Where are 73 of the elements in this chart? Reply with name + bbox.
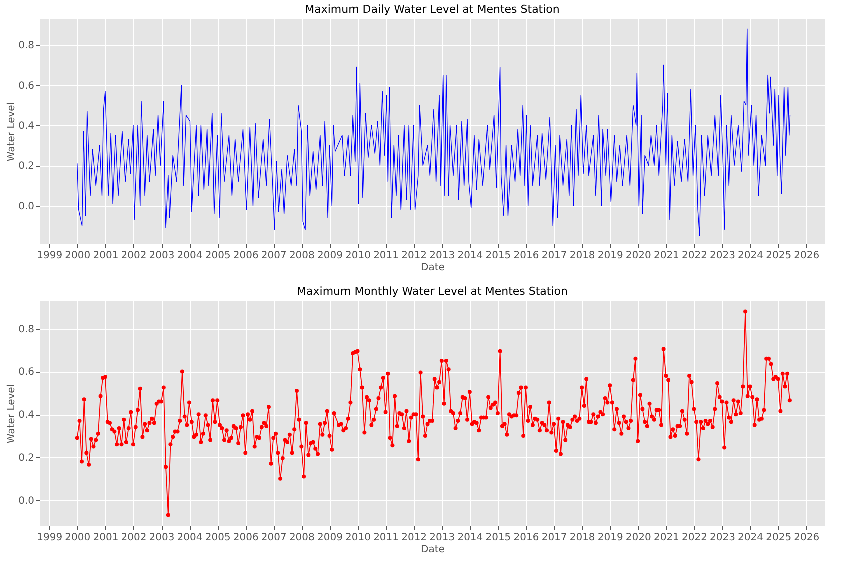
x-tick-label: 2023 (710, 250, 736, 262)
x-tick-label: 2024 (738, 532, 764, 544)
x-tick-label: 2016 (514, 532, 540, 544)
chart-title: Maximum Monthly Water Level at Mentes Station (297, 285, 568, 298)
x-tick-label: 2024 (738, 250, 764, 262)
x-tick-label: 2017 (542, 250, 568, 262)
y-tick-label: 0.8 (18, 40, 34, 52)
x-tick-label: 2000 (65, 532, 91, 544)
x-tick-label: 2022 (682, 532, 708, 544)
x-tick-label: 2021 (654, 250, 680, 262)
x-tick-label: 2018 (570, 532, 596, 544)
y-tick-label: 0.0 (18, 201, 34, 212)
x-tick-label: 2003 (149, 532, 175, 544)
x-tick-label: 2026 (794, 250, 820, 262)
x-tick-label: 2011 (374, 250, 400, 262)
line-series (77, 28, 791, 236)
x-tick-label: 1999 (37, 532, 63, 544)
x-tick-label: 2006 (233, 532, 259, 544)
x-tick-label: 2008 (289, 532, 315, 544)
x-tick-label: 2009 (318, 532, 343, 544)
x-tick-label: 2007 (261, 250, 287, 262)
y-tick-label: 0.4 (18, 120, 34, 132)
y-tick-label: 0.4 (18, 410, 34, 422)
x-tick-label: 2008 (289, 250, 315, 262)
x-tick-label: 2011 (374, 532, 400, 544)
y-tick-label: 0.8 (18, 324, 34, 336)
x-tick-label: 2026 (794, 532, 820, 544)
x-tick-label: 2009 (318, 250, 343, 262)
chart-title: Maximum Daily Water Level at Mentes Station (305, 3, 560, 16)
x-tick-label: 2025 (766, 250, 792, 262)
x-tick-label: 2022 (682, 250, 708, 262)
x-tick-label: 2014 (458, 250, 484, 262)
x-tick-label: 2016 (514, 250, 540, 262)
x-tick-label: 2000 (65, 250, 91, 262)
x-tick-label: 2019 (598, 250, 624, 262)
y-axis-title: Water Level (6, 384, 18, 444)
x-tick-label: 2002 (121, 250, 147, 262)
x-axis-title: Date (421, 544, 445, 556)
x-tick-label: 2013 (430, 532, 456, 544)
x-tick-label: 2015 (486, 532, 512, 544)
x-axis-title: Date (421, 262, 445, 274)
x-tick-label: 1999 (37, 250, 63, 262)
y-tick-label: 0.2 (18, 452, 34, 464)
y-tick-label: 0.2 (18, 161, 34, 172)
x-tick-label: 2014 (458, 532, 484, 544)
x-tick-label: 2020 (626, 532, 652, 544)
x-tick-label: 2023 (710, 532, 736, 544)
y-tick-label: 0.0 (18, 496, 34, 507)
x-tick-label: 2006 (233, 250, 259, 262)
x-tick-label: 2005 (205, 250, 231, 262)
x-tick-label: 2019 (598, 532, 624, 544)
x-tick-label: 2005 (205, 532, 231, 544)
x-tick-label: 2012 (402, 532, 428, 544)
x-tick-label: 2001 (93, 532, 119, 544)
x-tick-label: 2021 (654, 532, 680, 544)
x-tick-label: 2017 (542, 532, 568, 544)
x-tick-label: 2013 (430, 250, 456, 262)
x-tick-label: 2015 (486, 250, 512, 262)
y-tick-label: 0.6 (18, 80, 34, 92)
x-tick-label: 2025 (766, 532, 792, 544)
x-tick-label: 2002 (121, 532, 147, 544)
x-tick-label: 2003 (149, 250, 175, 262)
x-tick-label: 2010 (346, 250, 372, 262)
x-tick-label: 2020 (626, 250, 652, 262)
x-tick-label: 2004 (177, 250, 203, 262)
y-axis-title: Water Level (6, 102, 18, 162)
x-tick-label: 2001 (93, 250, 119, 262)
x-tick-label: 2018 (570, 250, 596, 262)
y-tick-label: 0.6 (18, 367, 34, 378)
x-tick-label: 2012 (402, 250, 428, 262)
x-tick-label: 2007 (261, 532, 287, 544)
x-tick-label: 2010 (346, 532, 372, 544)
x-tick-label: 2004 (177, 532, 203, 544)
